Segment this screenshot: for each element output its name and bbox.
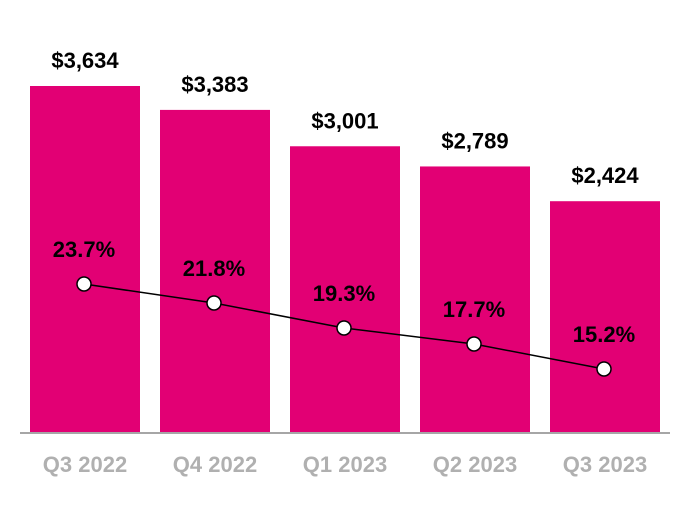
x-tick-label: Q2 2023 <box>433 452 517 477</box>
bar-value-label: $2,789 <box>441 128 508 153</box>
margin-value-label: 15.2% <box>573 322 635 347</box>
margin-point <box>596 361 612 377</box>
margin-value-label: 23.7% <box>53 237 115 262</box>
x-tick-label: Q3 2022 <box>43 452 127 477</box>
bar-value-label: $3,383 <box>181 72 248 97</box>
bar-value-label: $3,634 <box>51 48 119 73</box>
bar <box>550 201 660 432</box>
x-tick-label: Q3 2023 <box>563 452 647 477</box>
margin-value-label: 17.7% <box>443 297 505 322</box>
margin-value-label: 19.3% <box>313 281 375 306</box>
margin-value-label: 21.8% <box>183 256 245 281</box>
margin-point <box>466 336 482 352</box>
x-tick-label: Q1 2023 <box>303 452 387 477</box>
bar-value-label: $3,001 <box>311 108 378 133</box>
bar-value-label: $2,424 <box>571 163 639 188</box>
bar <box>290 146 400 433</box>
bar <box>420 166 530 432</box>
bar <box>30 86 140 432</box>
margin-point <box>336 320 352 336</box>
margin-point <box>76 276 92 292</box>
x-tick-label: Q4 2022 <box>173 452 257 477</box>
bar <box>160 109 270 432</box>
margin-point <box>206 295 222 311</box>
